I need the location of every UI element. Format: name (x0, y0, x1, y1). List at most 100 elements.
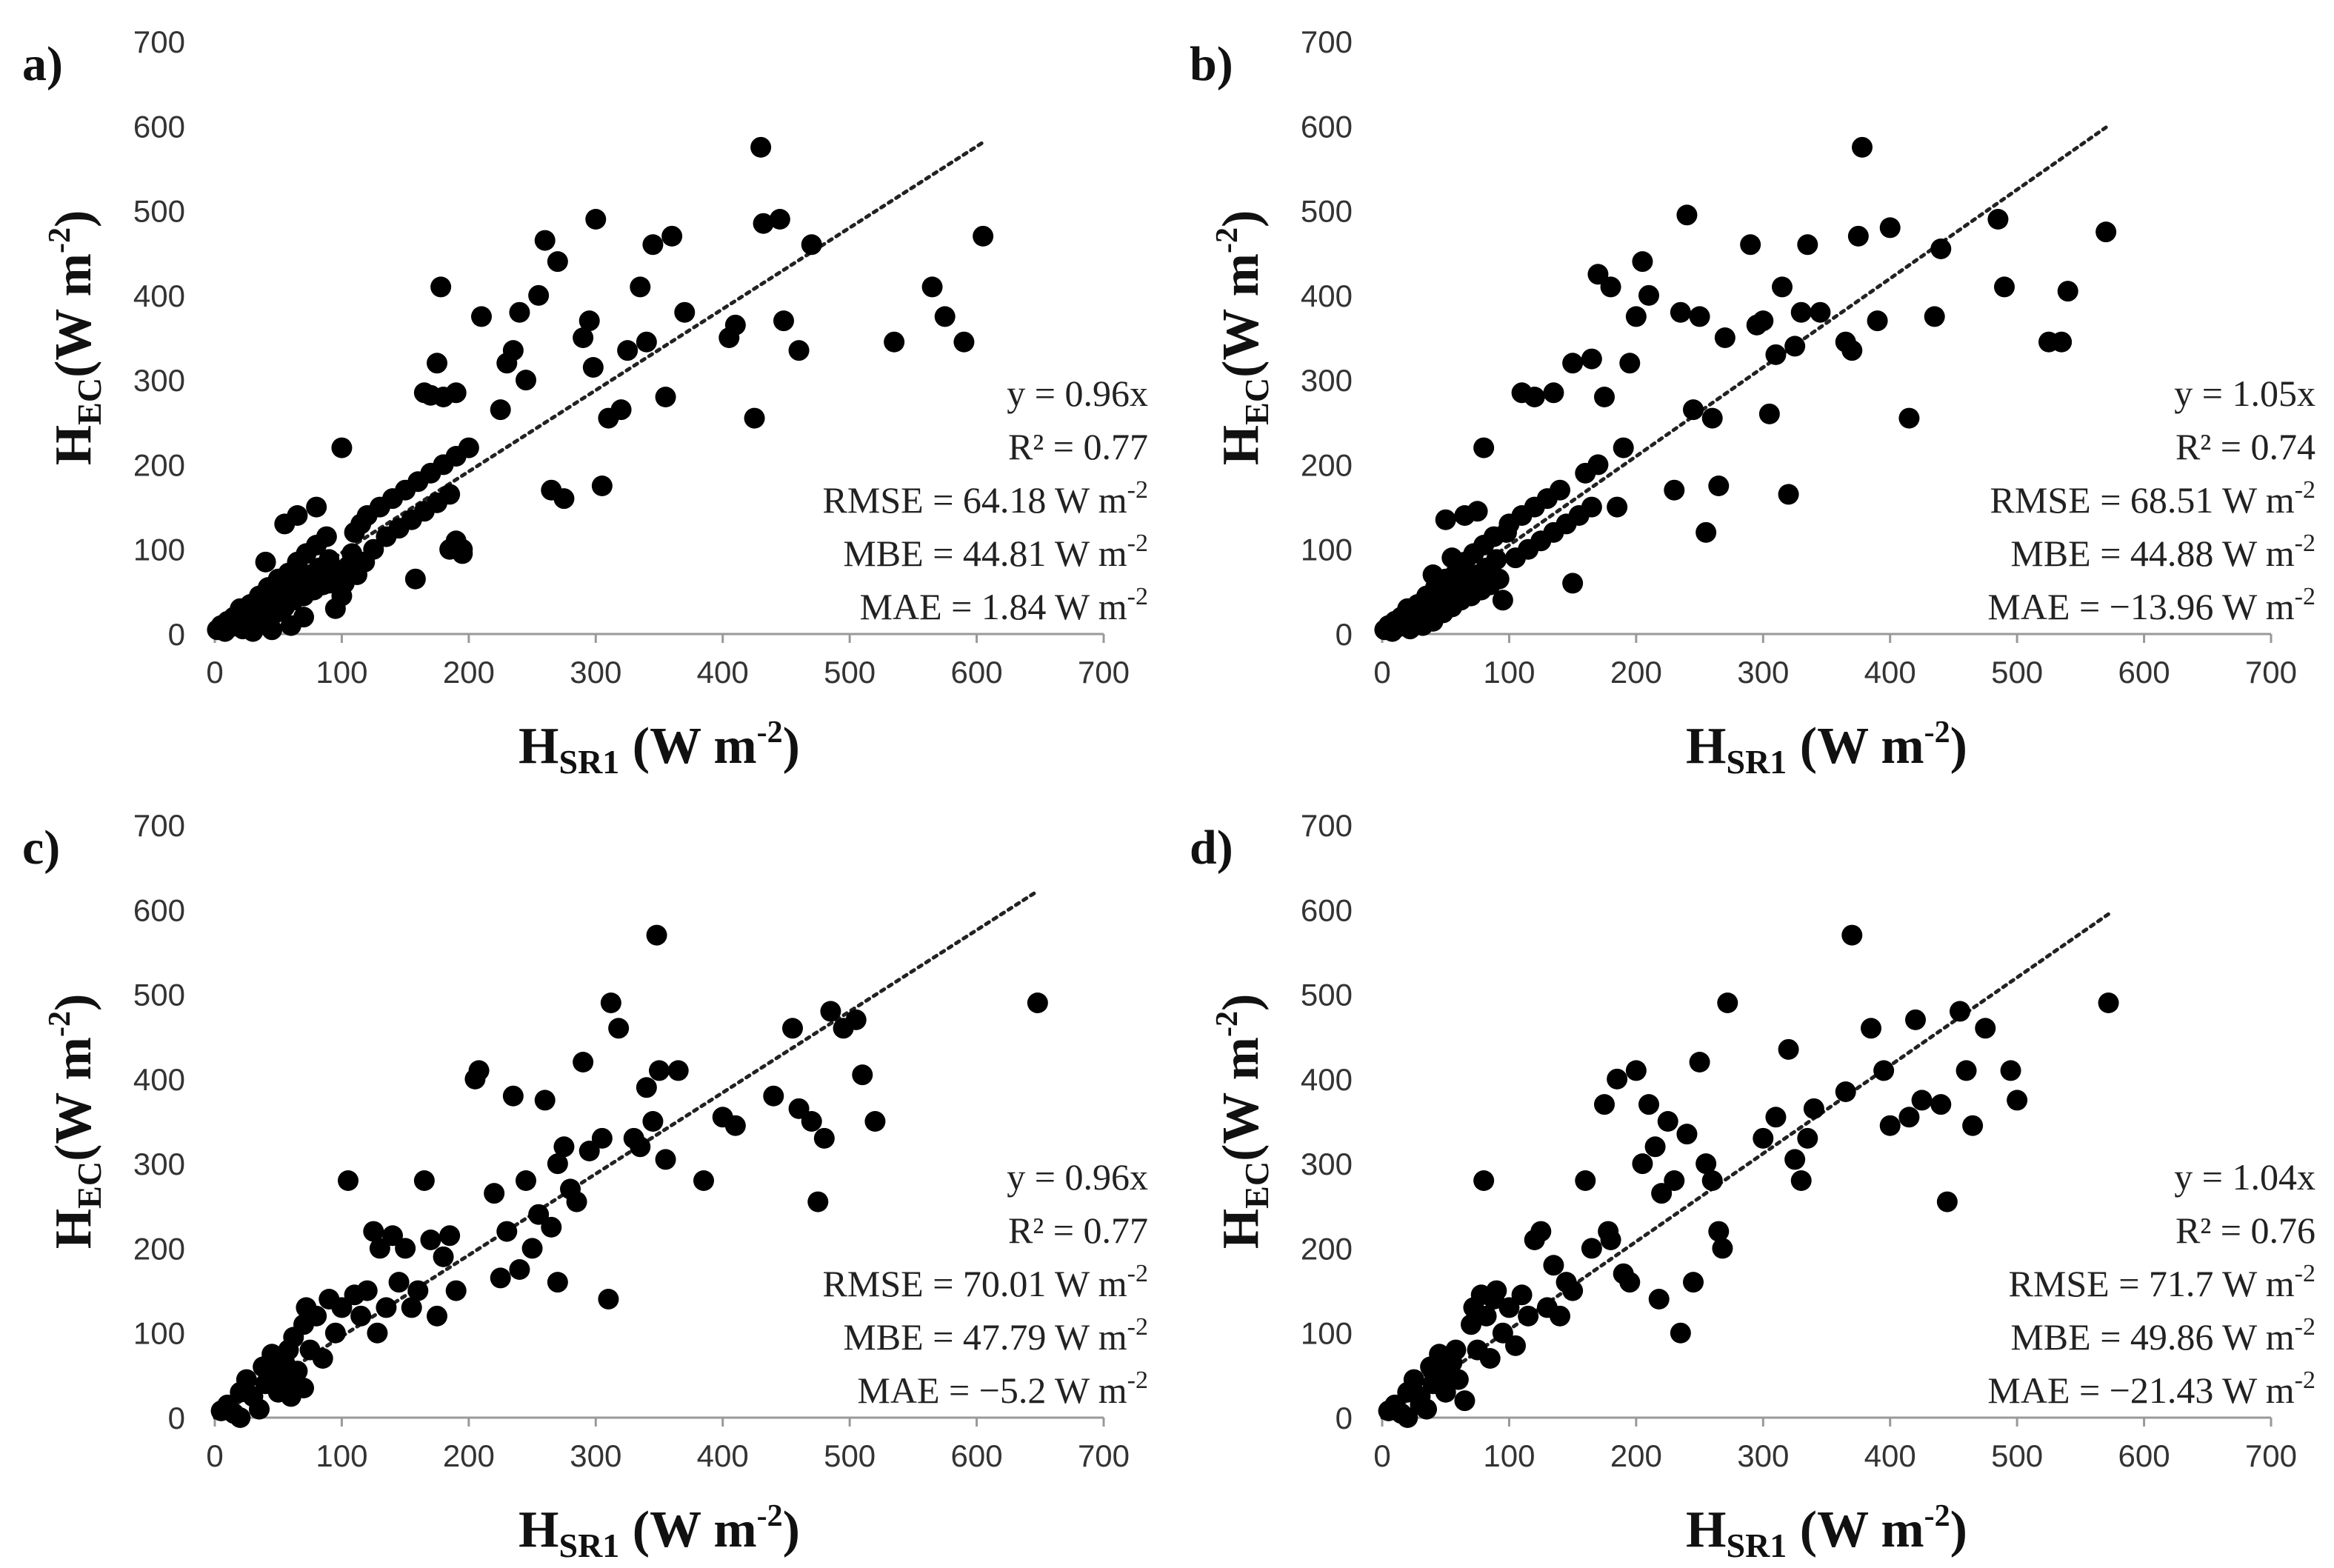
data-point (433, 1246, 454, 1267)
x-tick-label: 400 (697, 1438, 749, 1473)
data-point (1587, 454, 1609, 476)
stat-line: R² = 0.76 (2175, 1210, 2315, 1251)
x-axis-title: HSR1 (W m-2) (1686, 1499, 1967, 1564)
data-point (579, 310, 600, 332)
stat-line: MAE = −21.43 W m-2 (1987, 1367, 2315, 1411)
x-tick-label: 0 (206, 655, 223, 690)
data-point (1486, 549, 1507, 570)
data-point (724, 1115, 746, 1136)
data-point (471, 306, 492, 327)
data-point (693, 1170, 714, 1191)
data-point (1435, 1352, 1456, 1373)
data-point (973, 225, 994, 247)
data-point (1962, 1115, 1984, 1136)
data-point (553, 1136, 575, 1158)
x-tick-label: 200 (1610, 655, 1662, 690)
data-point (1676, 204, 1698, 226)
data-point (1810, 301, 1831, 323)
data-point (1505, 1335, 1526, 1356)
data-point (547, 1153, 568, 1175)
data-point (1852, 136, 1873, 158)
data-point (1676, 1124, 1698, 1145)
y-tick-label: 600 (1301, 893, 1353, 927)
data-point (1511, 1284, 1533, 1306)
stat-line: RMSE = 64.18 W m-2 (823, 476, 1148, 521)
panel-label: c) (22, 821, 60, 875)
data-point (598, 1289, 619, 1310)
data-point (1930, 1094, 1952, 1115)
data-point (1594, 1094, 1615, 1115)
data-point (807, 1191, 829, 1212)
x-tick-label: 500 (824, 655, 876, 690)
data-point (1657, 1111, 1678, 1132)
data-point (1753, 310, 1774, 332)
data-point (1498, 1297, 1520, 1318)
data-point (753, 213, 774, 234)
data-point (610, 399, 632, 421)
data-point (293, 1378, 314, 1398)
data-point (1594, 387, 1615, 407)
data-point (388, 1272, 410, 1293)
data-point (496, 1221, 518, 1242)
x-tick-label: 300 (1737, 655, 1789, 690)
data-point (516, 370, 536, 391)
data-point (1778, 484, 1799, 505)
data-point (1898, 1107, 1920, 1128)
data-point (1670, 301, 1691, 323)
scatter-panel-b: 0 100 200 300 400 500 600 700 0 100 200 300 400 500 60… (1167, 0, 2334, 784)
stat-line: MBE = 44.81 W m-2 (843, 530, 1148, 574)
data-point (1841, 340, 1863, 361)
stat-line: MAE = 1.84 W m-2 (860, 583, 1148, 627)
stat-line: RMSE = 70.01 W m-2 (823, 1260, 1148, 1304)
data-point (1689, 1052, 1710, 1072)
data-point (1461, 1314, 1481, 1335)
data-point (1581, 1238, 1602, 1259)
data-point (1797, 1127, 1818, 1149)
y-tick-label: 100 (1301, 1316, 1353, 1351)
data-point (528, 1204, 550, 1225)
data-point (773, 310, 794, 332)
y-tick-label: 400 (133, 278, 185, 313)
data-point (331, 1297, 353, 1318)
data-point (1689, 306, 1710, 327)
panel-label: d) (1190, 821, 1233, 875)
data-point (1600, 1230, 1621, 1250)
y-tick-label: 300 (1301, 1147, 1353, 1181)
data-point (1410, 1394, 1431, 1415)
x-tick-label: 300 (1737, 1438, 1789, 1473)
data-point (1435, 509, 1456, 530)
data-point (591, 476, 613, 496)
data-point (1867, 310, 1888, 332)
data-point (1841, 924, 1863, 946)
data-point (1765, 1107, 1787, 1128)
scatter-panel-d: 0 100 200 300 400 500 600 700 0 100 200 300 400 500 60… (1167, 784, 2334, 1567)
data-point (413, 1170, 435, 1191)
x-tick-label: 400 (1864, 655, 1916, 690)
data-point (655, 1149, 676, 1170)
data-point (852, 1064, 873, 1086)
data-point (468, 1060, 490, 1081)
data-point (350, 1305, 372, 1327)
data-point (1454, 1390, 1476, 1412)
data-point (445, 1280, 467, 1301)
y-axis-title: HEC(W m-2) (1210, 994, 1276, 1250)
data-point (1905, 1009, 1926, 1030)
data-point (255, 551, 276, 573)
data-point (1467, 501, 1488, 522)
data-point (1803, 1098, 1824, 1119)
y-tick-label: 700 (1301, 808, 1353, 843)
data-point (427, 353, 447, 374)
data-point (1562, 353, 1584, 374)
data-point (750, 136, 772, 158)
y-tick-label: 400 (1301, 278, 1353, 313)
data-point (430, 276, 452, 298)
data-point (287, 505, 308, 526)
data-point (630, 276, 651, 298)
chart-svg: 0 100 200 300 400 500 600 700 0 100 200 300 400 500 60… (1190, 24, 2315, 781)
data-point (1600, 276, 1621, 298)
data-point (1847, 225, 1869, 247)
data-point (1638, 284, 1659, 306)
data-point (801, 1111, 822, 1132)
data-point (1581, 496, 1602, 518)
stat-line: RMSE = 68.51 W m-2 (1990, 476, 2315, 521)
